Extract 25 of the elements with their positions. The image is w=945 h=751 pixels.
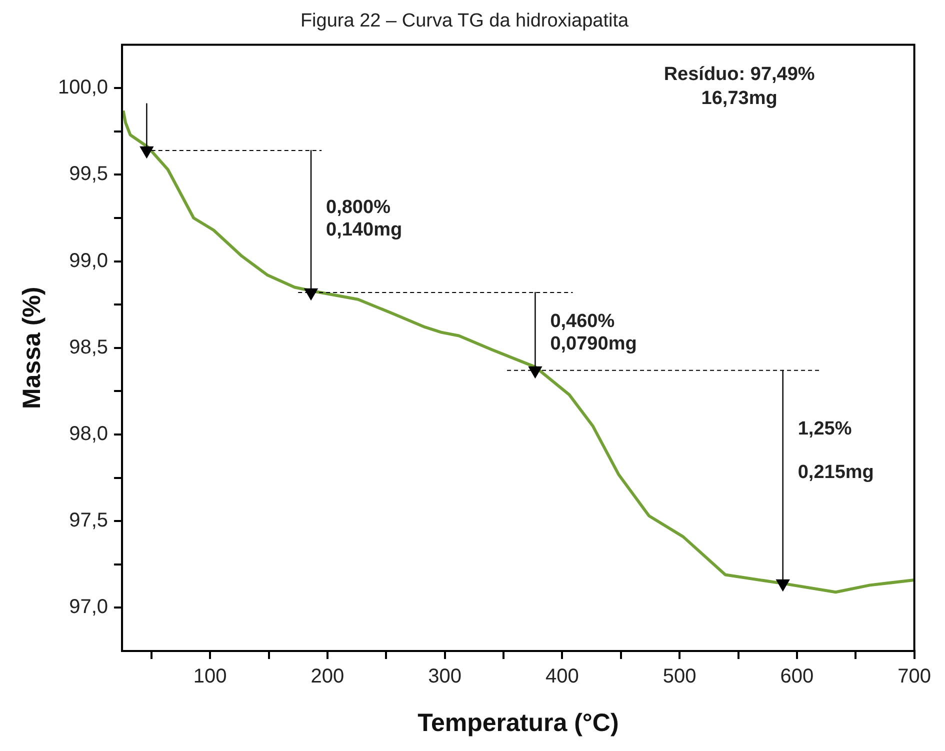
y-tick-label: 97,0 (69, 596, 108, 618)
annotation: 16,73mg (701, 88, 778, 110)
y-tick-label: 99,5 (69, 163, 108, 186)
annotation: 1,25% (798, 418, 852, 440)
x-tick-label: 100 (193, 666, 227, 688)
y-axis-title: Massa (%) (18, 286, 46, 410)
annotation: 0,0790mg (550, 334, 637, 355)
y-tick-label: 98,0 (69, 423, 108, 446)
y-tick-label: 97,5 (69, 510, 108, 532)
x-tick-label: 200 (310, 666, 344, 688)
y-tick-label: 98,5 (69, 336, 108, 358)
annotation: 0,800% (326, 196, 391, 218)
annotation: 0,215mg (798, 462, 874, 483)
x-tick-label: 300 (428, 666, 462, 688)
chart-title: Figura 22 – Curva TG da hidroxiapatita (300, 10, 629, 32)
annotation: 0,460% (550, 311, 615, 332)
annotation: Resíduo: 97,49% (664, 64, 815, 86)
x-tick-label: 600 (780, 666, 814, 688)
annotation: 0,140mg (326, 219, 402, 240)
y-tick-label: 100,0 (58, 76, 108, 99)
y-tick-label: 99,0 (69, 250, 108, 272)
x-axis-title: Temperatura (°C) (418, 708, 619, 737)
x-tick-label: 400 (546, 666, 579, 688)
x-tick-label: 500 (662, 666, 696, 688)
x-tick-label: 700 (898, 666, 932, 688)
